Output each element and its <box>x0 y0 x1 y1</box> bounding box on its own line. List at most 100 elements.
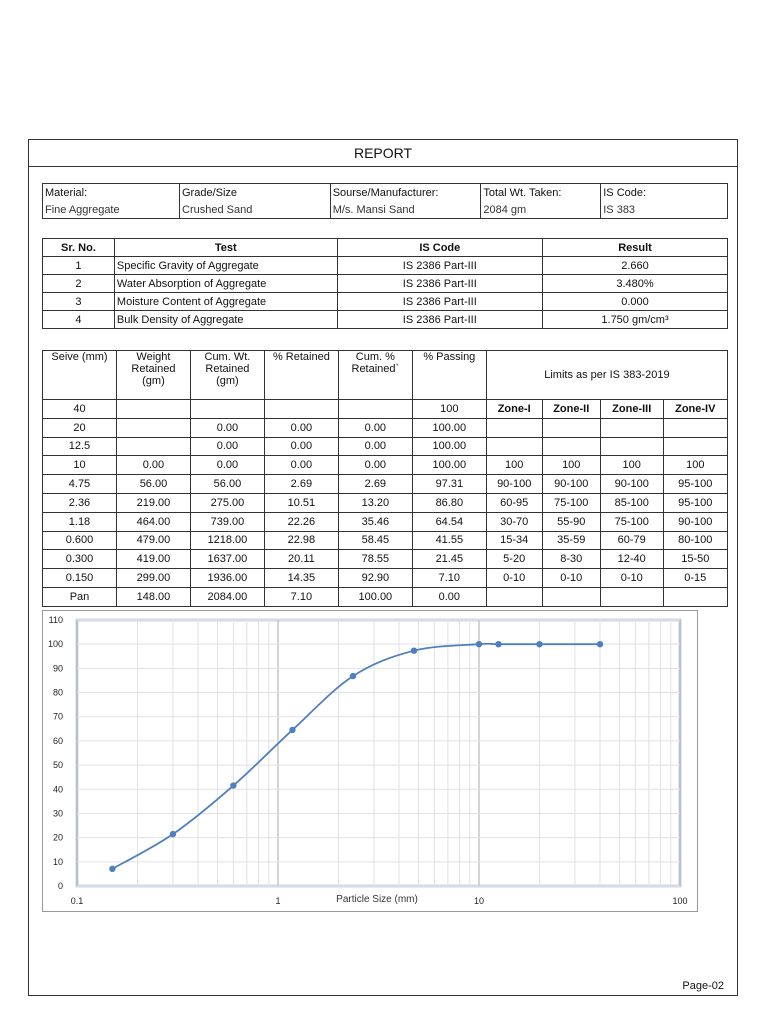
report-title: REPORT <box>29 140 737 167</box>
zone-header: Zone-III <box>599 399 664 419</box>
x-tick-label: 1 <box>275 896 280 906</box>
sieve-row: 40 100 Zone-I Zone-II Zone-III Zone-IV <box>42 399 729 419</box>
material-info-table: Material: Grade/Size Sourse/Manufacturer… <box>42 183 728 219</box>
info-value: Crushed Sand <box>179 201 331 219</box>
sieve-cell: 100.00 <box>337 586 413 607</box>
sieve-cell <box>485 586 543 607</box>
sieve-header: Cum. % Retained` <box>337 350 413 400</box>
sieve-cell <box>599 586 664 607</box>
sieve-cell: 41.55 <box>411 530 487 551</box>
tests-cell: 1.750 gm/cm³ <box>542 310 728 329</box>
tests-cell: 3.480% <box>542 274 728 293</box>
sieve-cell <box>189 399 265 419</box>
tests-cell: 1 <box>42 256 115 275</box>
sieve-cell: 86.80 <box>411 492 487 513</box>
sieve-cell: 0.00 <box>263 455 339 476</box>
series-line <box>111 642 601 870</box>
sieve-cell: 219.00 <box>115 492 191 513</box>
sieve-cell <box>337 399 413 419</box>
sieve-cell: 464.00 <box>115 511 191 532</box>
sieve-row: 0.300 419.00 1637.00 20.11 78.55 21.45 5-20 8-3… <box>42 549 729 570</box>
sieve-cell: Pan <box>42 586 117 607</box>
sieve-cell: 75-100 <box>599 511 664 532</box>
sieve-cell: 739.00 <box>189 511 265 532</box>
sieve-cell: 299.00 <box>115 568 191 588</box>
sieve-cell: 0.600 <box>42 530 117 551</box>
sieve-row: 10 0.00 0.00 0.00 0.00 100.00 100 100 100 100 <box>42 455 729 476</box>
sieve-cell: 1637.00 <box>189 549 265 570</box>
sieve-cell: 0-10 <box>599 568 664 588</box>
data-point <box>230 782 237 789</box>
sieve-cell <box>115 436 191 457</box>
sieve-cell: 0-10 <box>541 568 601 588</box>
zone-header: Zone-I <box>485 399 543 419</box>
sieve-cell: 1936.00 <box>189 568 265 588</box>
sieve-cell: 90-100 <box>662 511 729 532</box>
sieve-cell: 0.00 <box>337 455 413 476</box>
sieve-cell: 100.00 <box>411 436 487 457</box>
info-header: IS Code: <box>600 183 728 201</box>
info-header: Sourse/Manufacturer: <box>329 183 482 201</box>
data-point <box>410 647 418 654</box>
tests-row: 3 Moisture Content of Aggregate IS 2386 Pa… <box>42 292 728 311</box>
sieve-cell: 0.150 <box>42 568 117 588</box>
tests-table: Sr. No. Test IS Code Result 1 Specific Gr… <box>42 238 728 329</box>
sieve-cell: 479.00 <box>115 530 191 551</box>
sieve-cell: 92.90 <box>337 568 413 588</box>
sieve-cell: 55-90 <box>541 511 601 532</box>
info-header: Material: <box>42 183 180 201</box>
sieve-cell: 90-100 <box>485 474 543 494</box>
sieve-header: % Retained <box>263 350 339 400</box>
sieve-cell: 0.00 <box>115 455 191 476</box>
sieve-row: 12.5 0.00 0.00 0.00 100.00 <box>42 436 729 457</box>
limits-header: Limits as per IS 383-2019 <box>485 350 729 400</box>
sieve-cell: 0.00 <box>189 417 265 438</box>
sieve-cell: 56.00 <box>189 474 265 494</box>
sieve-cell: 4.75 <box>42 474 117 494</box>
data-point <box>289 726 296 734</box>
y-tick-label: 70 <box>53 712 63 722</box>
y-tick-label: 90 <box>53 663 63 673</box>
sieve-cell: 30-70 <box>485 511 543 532</box>
sieve-cell: 12-40 <box>599 549 664 570</box>
y-tick-label: 10 <box>53 857 63 867</box>
sieve-cell: 78.55 <box>337 549 413 570</box>
sieve-cell <box>662 436 729 457</box>
sieve-cell: 0.00 <box>263 417 339 438</box>
sieve-cell: 2084.00 <box>189 586 265 607</box>
x-tick-label: 100 <box>672 896 687 906</box>
sieve-cell: 35-59 <box>541 530 601 551</box>
sieve-cell: 56.00 <box>115 474 191 494</box>
sieve-cell: 0.00 <box>263 436 339 457</box>
tests-cell: 2.660 <box>542 256 728 275</box>
sieve-cell: 58.45 <box>337 530 413 551</box>
plot-area <box>75 618 682 888</box>
y-tick-label: 100 <box>48 639 63 649</box>
tests-row: 1 Specific Gravity of Aggregate IS 2386 Pa… <box>42 256 728 275</box>
y-tick-label: 40 <box>53 784 63 794</box>
gradation-chart: 0 10 20 30 40 50 60 70 80 90 100 110 0.1 1 10 100 Partic… <box>42 610 698 912</box>
sieve-cell: 90-100 <box>599 474 664 494</box>
tests-cell: 0.000 <box>542 292 728 311</box>
sieve-cell: 2.36 <box>42 492 117 513</box>
sieve-row: 20 0.00 0.00 0.00 100.00 <box>42 417 729 438</box>
sieve-cell: 0.00 <box>337 417 413 438</box>
sieve-cell: 100.00 <box>411 417 487 438</box>
zone-header: Zone-II <box>541 399 601 419</box>
sieve-cell: 20 <box>42 417 117 438</box>
sieve-cell: 22.26 <box>263 511 339 532</box>
tests-header: Test <box>113 238 338 257</box>
tests-row: 4 Bulk Density of Aggregate IS 2386 Part-I… <box>42 310 728 329</box>
sieve-cell <box>541 417 601 438</box>
sieve-cell: 0.00 <box>411 586 487 607</box>
sieve-cell: 0-10 <box>485 568 543 588</box>
data-point <box>475 640 483 648</box>
sieve-cell: 95-100 <box>662 492 729 513</box>
sieve-cell <box>485 436 543 457</box>
sieve-cell <box>662 586 729 607</box>
sieve-cell <box>599 436 664 457</box>
sieve-cell <box>662 417 729 438</box>
sieve-cell: 1.18 <box>42 511 117 532</box>
data-point <box>109 865 116 873</box>
sieve-cell: 2.69 <box>337 474 413 494</box>
